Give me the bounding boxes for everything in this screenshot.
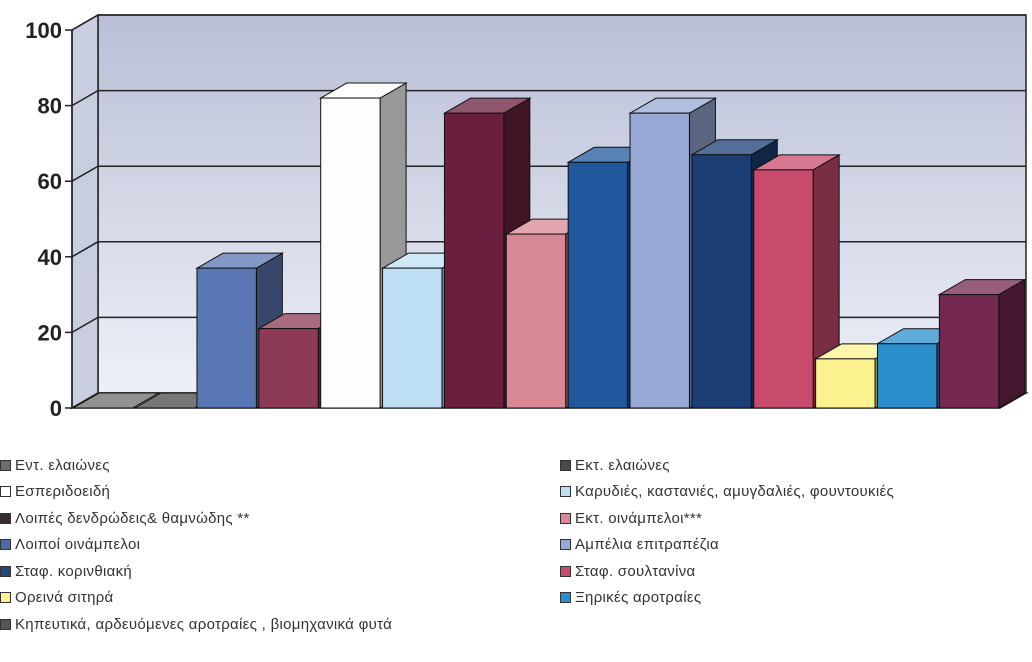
legend-left-column: Εντ. ελαιώνες Εσπεριδοειδή Λοιπές δενδρώδε… xyxy=(0,452,392,638)
bar-front xyxy=(258,328,319,409)
legend-swatch xyxy=(560,486,571,498)
legend-swatch xyxy=(0,539,11,551)
legend-label: Εκτ. οινάμπελοι*** xyxy=(575,509,703,527)
legend-label: Εκτ. ελαιώνες xyxy=(575,456,670,474)
legend-item: Σταφ. κορινθιακή xyxy=(0,558,392,585)
legend-item: Λοιποί οινάμπελοι xyxy=(0,532,392,559)
legend-item: Ξηρικές αροτραίες xyxy=(560,585,894,612)
chart-bars xyxy=(71,82,1027,409)
legend-item: Κηπευτικά, αρδευόμενες αροτραίες , βιομη… xyxy=(0,611,392,638)
legend-swatch xyxy=(560,539,571,551)
y-tick-label: 60 xyxy=(38,169,62,194)
bar-top xyxy=(71,392,161,409)
legend-label: Λοιπές δενδρώδεις& θαμνώδης ** xyxy=(15,509,250,527)
y-tick-label: 100 xyxy=(25,18,62,43)
bar-front xyxy=(815,358,876,409)
bar-chart: 0 20 40 60 80 100 xyxy=(25,13,1029,421)
y-tick-label: 40 xyxy=(38,245,62,270)
legend-swatch xyxy=(0,486,11,498)
legend-swatch xyxy=(560,459,571,471)
bar-front xyxy=(443,112,505,409)
legend-item: Εκτ. ελαιώνες xyxy=(560,452,894,479)
bar-front xyxy=(567,161,629,409)
legend-item: Καρυδιές, καστανιές, αμυγδαλιές, φουντου… xyxy=(560,479,894,506)
bar-front xyxy=(320,97,381,409)
gridline xyxy=(71,14,1026,31)
bar-front xyxy=(938,294,1000,409)
legend-item: Εσπεριδοειδή xyxy=(0,479,392,506)
bar-front xyxy=(691,154,752,409)
gridline xyxy=(71,89,1026,107)
bar-front xyxy=(629,112,690,409)
y-tick-label: 80 xyxy=(38,94,62,119)
legend-item: Εκτ. οινάμπελοι*** xyxy=(560,505,894,532)
legend-item: Λοιπές δενδρώδεις& θαμνώδης ** xyxy=(0,505,392,532)
legend-label: Ορεινά σιτηρά xyxy=(15,589,114,607)
legend-swatch xyxy=(560,512,571,524)
y-tick-label: 20 xyxy=(38,320,62,345)
bar-front xyxy=(753,169,814,409)
legend-item: Εντ. ελαιώνες xyxy=(0,452,392,479)
legend-label: Κηπευτικά, αρδευόμενες αροτραίες , βιομη… xyxy=(15,615,393,633)
bar xyxy=(71,392,161,409)
legend-swatch xyxy=(560,565,571,577)
legend-label: Καρυδιές, καστανιές, αμυγδαλιές, φουντου… xyxy=(575,483,894,501)
bar xyxy=(937,278,1027,409)
bar-front xyxy=(505,233,567,409)
legend-label: Αμπέλια επιτραπέζια xyxy=(575,536,719,554)
legend-swatch xyxy=(560,592,571,604)
legend-item: Σταφ. σουλτανίνα xyxy=(560,558,894,585)
bar-front xyxy=(877,343,938,409)
legend-swatch xyxy=(0,618,11,630)
bar-front xyxy=(196,267,257,409)
y-tick-label: 0 xyxy=(50,396,62,421)
legend-swatch xyxy=(0,565,11,577)
legend-item: Ορεινά σιτηρά xyxy=(0,585,392,612)
legend-label: Σταφ. σουλτανίνα xyxy=(575,562,696,580)
legend-swatch xyxy=(0,512,11,524)
legend-label: Εσπεριδοειδή xyxy=(15,483,111,501)
bar-front xyxy=(382,267,443,409)
legend-label: Λοιποί οινάμπελοι xyxy=(15,536,141,554)
bar xyxy=(751,153,842,409)
legend-label: Σταφ. κορινθιακή xyxy=(15,562,133,580)
legend: Εντ. ελαιώνες Εσπεριδοειδή Λοιπές δενδρώδε… xyxy=(0,452,1032,662)
legend-item: Αμπέλια επιτραπέζια xyxy=(560,532,894,559)
legend-swatch xyxy=(0,459,11,471)
legend-label: Ξηρικές αροτραίες xyxy=(575,589,702,607)
side-wall xyxy=(71,13,99,410)
bar-side xyxy=(998,278,1026,409)
y-axis: 0 20 40 60 80 100 xyxy=(25,18,73,421)
legend-label: Εντ. ελαιώνες xyxy=(15,456,110,474)
legend-swatch xyxy=(0,592,11,604)
legend-right-column: Εκτ. ελαιώνες Καρυδιές, καστανιές, αμυγδα… xyxy=(560,452,894,611)
